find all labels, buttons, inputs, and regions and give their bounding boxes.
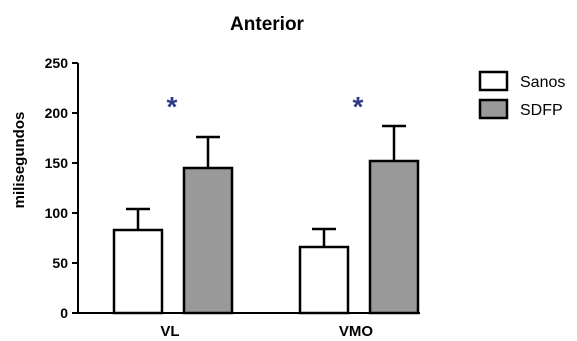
x-tick-label: VMO — [339, 323, 374, 340]
y-axis-label: milisegundos — [11, 112, 28, 209]
annotations: * * — [167, 91, 364, 122]
bar-sanos-vmo — [298, 245, 350, 315]
legend-label: Sanos — [520, 74, 565, 91]
legend: Sanos SDFP — [478, 70, 565, 120]
significance-marker: * — [167, 91, 178, 122]
significance-marker: * — [353, 91, 364, 122]
y-ticks: 0 50 100 150 200 250 — [45, 55, 78, 321]
bar-sdfp-vmo — [368, 159, 420, 315]
y-tick-label: 100 — [45, 205, 69, 221]
bars — [112, 124, 420, 315]
x-tick-label: VL — [160, 323, 179, 340]
legend-swatch — [478, 98, 509, 120]
y-tick-label: 0 — [60, 305, 68, 321]
bar-sdfp-vl — [182, 166, 234, 315]
legend-label: SDFP — [520, 102, 563, 119]
bar-sanos-vl — [112, 228, 164, 315]
chart-title: Anterior — [230, 14, 305, 35]
y-tick-label: 150 — [45, 155, 69, 171]
x-tick-labels: VL VMO — [160, 323, 373, 340]
legend-swatch — [478, 70, 509, 92]
y-tick-label: 200 — [45, 105, 69, 121]
y-tick-label: 50 — [52, 255, 68, 271]
y-tick-label: 250 — [45, 55, 69, 71]
